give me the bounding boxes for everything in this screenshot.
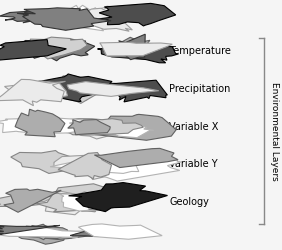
Text: Temperature: Temperature (169, 46, 231, 56)
Text: Variable Y: Variable Y (169, 159, 218, 169)
Polygon shape (77, 154, 148, 180)
Polygon shape (50, 159, 147, 174)
Polygon shape (98, 43, 179, 64)
Polygon shape (0, 12, 75, 24)
Polygon shape (0, 226, 60, 235)
Polygon shape (94, 149, 178, 168)
Polygon shape (70, 230, 147, 237)
Polygon shape (0, 228, 96, 237)
Polygon shape (69, 183, 168, 212)
Polygon shape (23, 12, 83, 25)
Polygon shape (24, 38, 87, 60)
Polygon shape (54, 156, 131, 169)
Polygon shape (88, 152, 181, 181)
Polygon shape (4, 189, 61, 212)
Polygon shape (67, 82, 159, 97)
Polygon shape (12, 231, 100, 239)
Polygon shape (68, 120, 110, 135)
Polygon shape (24, 224, 68, 240)
Polygon shape (103, 38, 150, 58)
Polygon shape (59, 194, 118, 211)
Polygon shape (58, 153, 111, 179)
Polygon shape (15, 40, 95, 62)
Polygon shape (23, 75, 113, 102)
Polygon shape (54, 119, 146, 140)
Polygon shape (50, 82, 110, 101)
Polygon shape (5, 81, 67, 101)
Polygon shape (0, 195, 68, 207)
Text: Environmental Layers: Environmental Layers (270, 82, 279, 180)
Polygon shape (78, 224, 162, 239)
Polygon shape (15, 110, 65, 137)
Polygon shape (104, 81, 167, 102)
Text: Precipitation: Precipitation (169, 84, 231, 94)
Polygon shape (0, 40, 66, 62)
Polygon shape (94, 4, 176, 27)
Polygon shape (11, 151, 83, 174)
Polygon shape (100, 43, 172, 57)
Text: Variable X: Variable X (169, 121, 219, 131)
Polygon shape (52, 6, 100, 29)
Polygon shape (34, 76, 115, 104)
Text: Geology: Geology (169, 196, 209, 206)
Polygon shape (19, 225, 66, 244)
Polygon shape (83, 115, 176, 141)
Polygon shape (56, 184, 112, 212)
Polygon shape (28, 192, 109, 215)
Polygon shape (105, 124, 153, 138)
Polygon shape (37, 193, 122, 212)
Polygon shape (70, 7, 115, 32)
Polygon shape (0, 80, 65, 106)
Polygon shape (43, 119, 143, 136)
Polygon shape (78, 8, 132, 32)
Polygon shape (17, 9, 111, 31)
Polygon shape (0, 118, 93, 134)
Polygon shape (116, 35, 145, 60)
